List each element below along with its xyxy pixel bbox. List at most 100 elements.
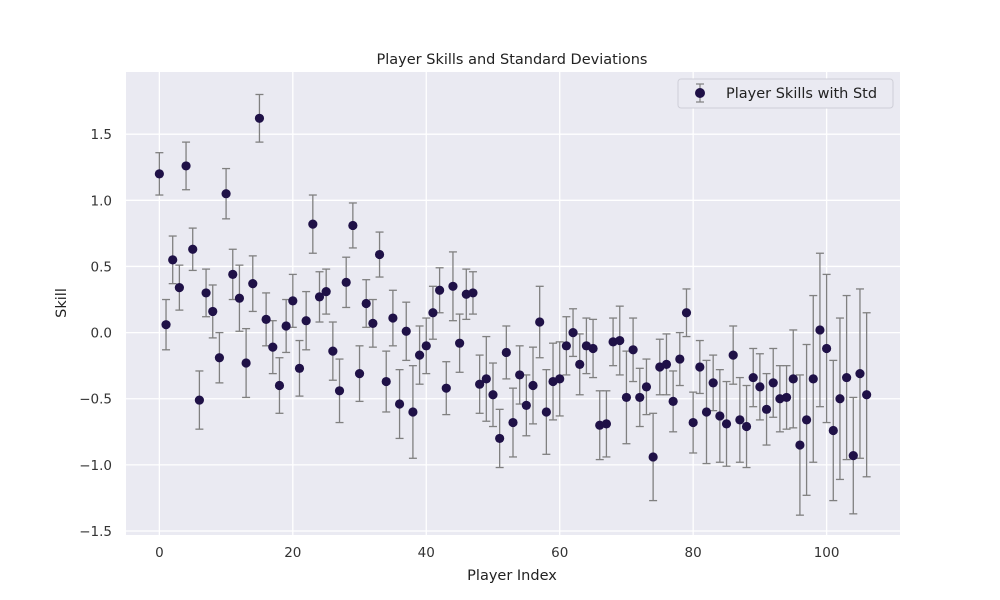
data-point [174, 283, 184, 293]
x-axis-label: Player Index [467, 568, 557, 584]
data-point [541, 407, 551, 417]
data-point [334, 386, 345, 396]
data-point [681, 308, 692, 318]
data-point [168, 255, 178, 265]
data-point [842, 372, 852, 383]
data-point [721, 419, 732, 429]
data-point [448, 281, 458, 291]
data-point [188, 244, 198, 254]
data-point [708, 378, 718, 388]
data-point [862, 390, 872, 400]
data-point [735, 415, 745, 425]
data-point [648, 452, 658, 462]
data-point [268, 342, 278, 352]
data-point [228, 269, 238, 279]
data-points [154, 113, 872, 462]
data-point [241, 358, 251, 368]
data-point [441, 383, 451, 393]
data-point [481, 374, 491, 384]
y-tick-label: 1.0 [91, 193, 112, 209]
data-point [822, 343, 832, 354]
y-axis-ticks: −1.5 −1.0 −0.5 0.0 0.5 1.0 1.5 [79, 127, 112, 540]
data-point [508, 417, 518, 428]
plot-area-background [126, 72, 900, 535]
data-point [341, 277, 351, 287]
data-point [761, 404, 772, 414]
data-point [701, 407, 712, 417]
data-point [288, 296, 298, 306]
data-point [475, 379, 485, 389]
data-point [381, 376, 391, 387]
data-point [808, 374, 818, 384]
x-tick-label: 100 [814, 545, 840, 561]
data-point [695, 362, 705, 372]
y-tick-label: 0.0 [91, 326, 112, 342]
data-point [201, 288, 211, 298]
data-point [428, 308, 438, 318]
data-point [328, 346, 338, 356]
data-point [455, 338, 465, 348]
data-point [154, 169, 164, 179]
data-point [575, 359, 585, 369]
data-point [515, 370, 525, 380]
legend: Player Skills with Std [677, 78, 894, 109]
data-point [361, 298, 371, 309]
data-point [414, 350, 425, 360]
data-point [855, 369, 865, 379]
data-point [795, 440, 805, 450]
data-point [374, 249, 385, 260]
data-point [748, 372, 758, 383]
data-point [368, 318, 378, 328]
data-point [214, 353, 225, 363]
data-point [848, 451, 858, 461]
data-point [261, 314, 271, 324]
data-point [755, 382, 765, 392]
data-point [535, 317, 545, 327]
data-point [561, 341, 571, 351]
data-point [675, 354, 685, 364]
y-tick-label: 1.5 [91, 127, 112, 143]
data-point [221, 189, 231, 199]
x-tick-label: 60 [551, 545, 568, 561]
data-point [781, 392, 792, 403]
data-point [728, 350, 738, 360]
data-point [661, 359, 672, 369]
data-point [301, 316, 311, 326]
data-point [628, 345, 638, 355]
data-point [208, 306, 218, 317]
x-tick-label: 40 [418, 545, 435, 561]
data-point [788, 374, 798, 384]
data-point [421, 341, 431, 351]
data-point [715, 411, 725, 421]
data-point [495, 433, 505, 444]
y-tick-label: −0.5 [79, 392, 112, 408]
data-point [528, 380, 538, 391]
x-axis-ticks: 0 20 40 60 80 100 [155, 545, 839, 561]
data-point [555, 374, 565, 384]
data-point [468, 288, 478, 298]
data-point [568, 328, 578, 338]
data-point [521, 400, 531, 410]
data-point [408, 407, 418, 417]
data-point [501, 347, 511, 358]
data-point [435, 285, 445, 295]
data-point [274, 380, 285, 391]
x-tick-label: 20 [284, 545, 301, 561]
data-point [354, 369, 365, 379]
y-tick-label: −1.5 [79, 524, 112, 540]
data-point [321, 286, 331, 297]
data-point [388, 313, 398, 323]
y-tick-label: 0.5 [91, 259, 112, 275]
data-point [281, 321, 291, 331]
data-point [314, 292, 325, 302]
data-point [835, 394, 845, 404]
y-tick-label: −1.0 [79, 458, 112, 474]
x-tick-label: 80 [685, 545, 702, 561]
data-point [161, 320, 171, 330]
data-point [254, 113, 265, 123]
data-point [801, 415, 812, 425]
data-point [294, 363, 305, 373]
legend-label: Player Skills with Std [726, 86, 877, 102]
